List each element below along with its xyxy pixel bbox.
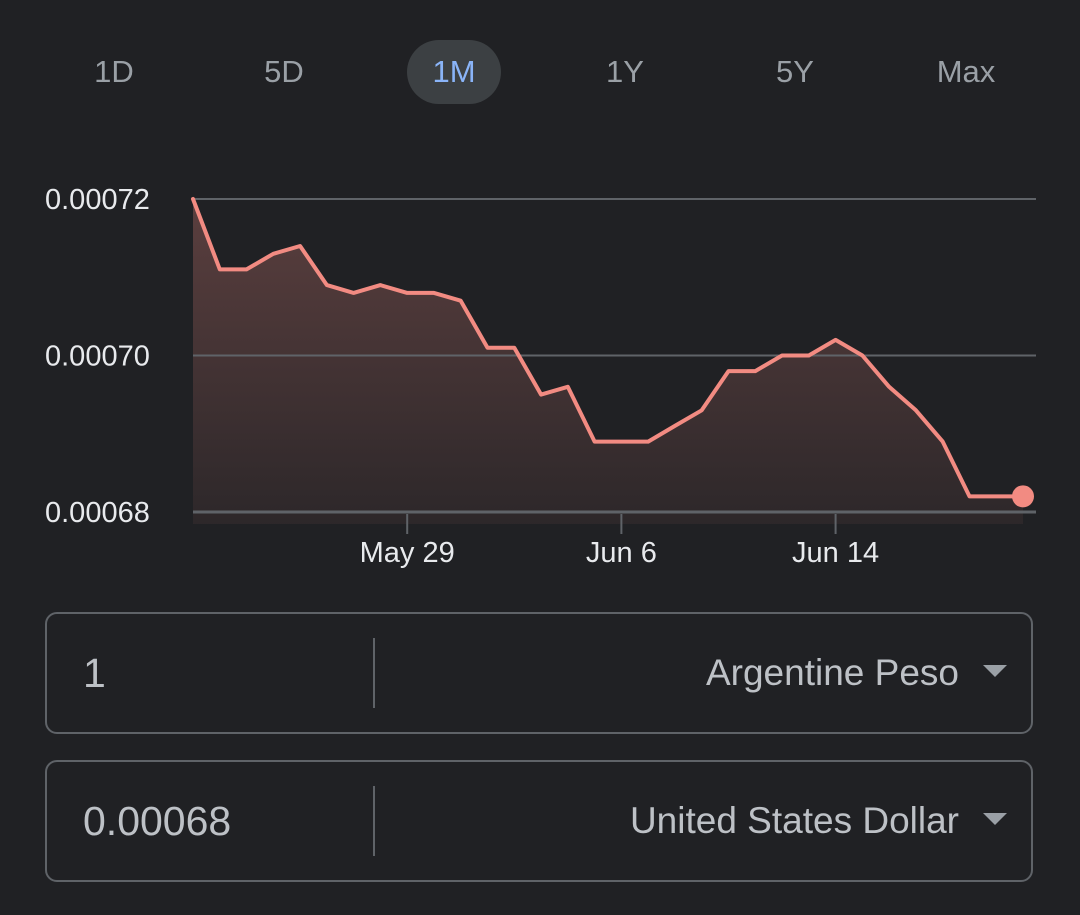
series-line <box>191 197 1025 499</box>
from-currency-field: Argentine Peso <box>45 612 1033 734</box>
data-point <box>486 346 490 350</box>
data-point <box>834 338 838 342</box>
chevron-down-icon[interactable] <box>983 665 1007 677</box>
tab-5y[interactable]: 5Y <box>776 54 814 89</box>
data-point <box>968 494 972 498</box>
from-currency-select[interactable]: Argentine Peso <box>705 652 959 693</box>
to-currency-select[interactable]: United States Dollar <box>629 800 959 841</box>
data-point <box>218 267 222 271</box>
data-point <box>753 369 757 373</box>
x-tick-label: May 29 <box>360 537 455 569</box>
data-point <box>298 244 302 248</box>
field-divider <box>373 786 375 856</box>
data-point <box>378 283 382 287</box>
data-point <box>512 346 516 350</box>
exchange-rate-chart[interactable]: 0.00072 0.00070 0.00068 May 29 Jun 6 Jun 14 <box>0 150 1080 590</box>
tab-1d[interactable]: 1D <box>94 54 134 89</box>
data-point <box>887 385 891 389</box>
range-tabs: 1D 5D 1M 1Y 5Y Max <box>28 40 1052 104</box>
data-point <box>914 408 918 412</box>
to-currency-field: United States Dollar <box>45 760 1033 882</box>
data-point <box>432 291 436 295</box>
tab-5d[interactable]: 5D <box>264 54 304 89</box>
data-point <box>994 494 998 498</box>
data-point <box>352 291 356 295</box>
y-tick-label: 0.00068 <box>45 497 150 529</box>
data-point <box>673 424 677 428</box>
tab-1y[interactable]: 1Y <box>606 54 644 89</box>
chevron-down-icon[interactable] <box>983 813 1007 825</box>
from-amount-input[interactable] <box>83 614 363 732</box>
y-tick-label: 0.00070 <box>45 341 150 373</box>
data-point <box>807 354 811 358</box>
x-tick-label: Jun 14 <box>792 537 879 569</box>
data-point <box>700 408 704 412</box>
data-point <box>941 440 945 444</box>
data-point <box>860 354 864 358</box>
data-point <box>780 354 784 358</box>
data-point <box>191 197 195 201</box>
y-tick-label: 0.00072 <box>45 184 150 216</box>
data-point <box>271 252 275 256</box>
data-point <box>593 440 597 444</box>
data-point <box>646 440 650 444</box>
area-fill <box>193 199 1023 524</box>
data-point <box>727 369 731 373</box>
data-point <box>325 283 329 287</box>
data-point <box>619 440 623 444</box>
data-point <box>459 299 463 303</box>
data-point <box>245 267 249 271</box>
x-tick-label: Jun 6 <box>586 537 657 569</box>
tab-1m[interactable]: 1M <box>407 40 501 104</box>
data-point <box>539 393 543 397</box>
tab-max[interactable]: Max <box>936 54 996 89</box>
to-amount-input[interactable] <box>83 762 363 880</box>
data-point <box>405 291 409 295</box>
data-point <box>566 385 570 389</box>
field-divider <box>373 638 375 708</box>
last-value-dot <box>1012 485 1034 508</box>
